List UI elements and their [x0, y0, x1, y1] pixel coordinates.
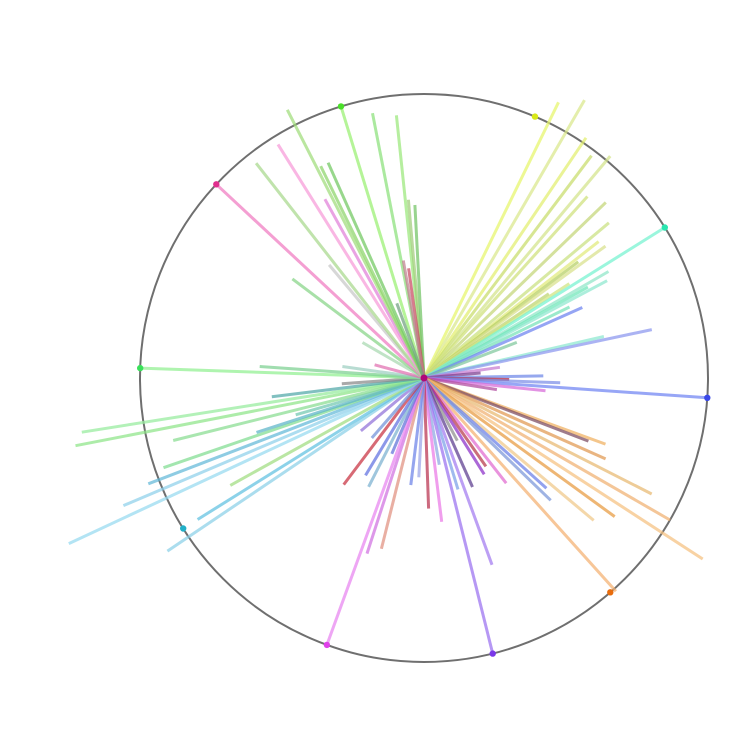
ray-line-0	[422, 101, 560, 379]
ray-line-46	[422, 377, 494, 566]
ray-line-60	[342, 377, 426, 486]
ray-line-90	[326, 162, 426, 379]
endpoint-marker-3	[704, 394, 711, 401]
endpoint-marker-9	[213, 181, 220, 188]
ray-line-4	[422, 155, 612, 379]
ray-line-64	[196, 376, 425, 521]
ray-line-65	[229, 376, 425, 487]
ray-line-5	[422, 195, 589, 380]
markers-layer	[137, 103, 711, 657]
ray-line-39	[422, 376, 552, 502]
endpoint-marker-0	[337, 103, 345, 110]
ray-line-72	[172, 376, 425, 442]
ray-line-53	[409, 377, 426, 486]
ray-line-50	[422, 377, 444, 522]
ray-line-77	[140, 366, 425, 380]
ray-line-59	[364, 377, 426, 477]
ray-line-78	[259, 365, 425, 380]
ray-line-54	[379, 377, 426, 550]
endpoint-marker-6	[323, 641, 331, 649]
ray-line-6	[422, 201, 607, 380]
ray-line-18	[423, 306, 583, 380]
ray-line-1	[422, 99, 586, 379]
ray-line-29	[423, 376, 498, 392]
ray-line-82	[291, 277, 425, 380]
ray-line-80	[374, 363, 425, 380]
ray-line-79	[342, 365, 425, 380]
ray-line-91	[339, 105, 426, 379]
ray-line-32	[423, 376, 607, 461]
ray-line-73	[75, 376, 425, 448]
ray-line-56	[325, 377, 426, 646]
ray-line-66	[68, 376, 425, 545]
endpoint-marker-4	[607, 589, 614, 596]
endpoint-marker-2	[661, 224, 668, 231]
center-point	[420, 374, 428, 382]
outer-circle	[139, 93, 709, 663]
ray-line-68	[147, 376, 425, 486]
ray-line-97	[401, 260, 426, 379]
ray-line-74	[81, 376, 425, 434]
ray-line-13	[423, 226, 666, 380]
ray-line-33	[423, 376, 653, 496]
ray-line-31	[423, 376, 589, 443]
ray-line-48	[422, 377, 495, 654]
ray-line-98	[395, 302, 426, 379]
ray-line-40	[422, 376, 618, 593]
ray-line-27	[423, 376, 708, 400]
ray-line-2	[422, 136, 588, 379]
ray-line-67	[122, 376, 425, 507]
ray-line-83	[215, 183, 426, 380]
ray-line-34	[423, 376, 671, 522]
ray-line-35	[423, 376, 704, 561]
endpoint-marker-8	[137, 364, 144, 372]
ray-line-85	[254, 162, 426, 379]
ray-line-51	[422, 377, 431, 509]
rays-layer	[68, 99, 708, 654]
ray-line-19	[423, 340, 518, 380]
ray-line-86	[276, 143, 426, 379]
endpoint-marker-7	[180, 525, 187, 532]
ray-line-36	[423, 376, 616, 518]
ray-line-3	[422, 154, 593, 379]
ray-line-95	[413, 204, 426, 379]
endpoint-marker-5	[489, 650, 496, 657]
ray-line-61	[370, 377, 426, 439]
endpoint-marker-1	[531, 113, 539, 120]
ray-line-21	[423, 328, 653, 380]
ray-line-63	[166, 376, 425, 553]
